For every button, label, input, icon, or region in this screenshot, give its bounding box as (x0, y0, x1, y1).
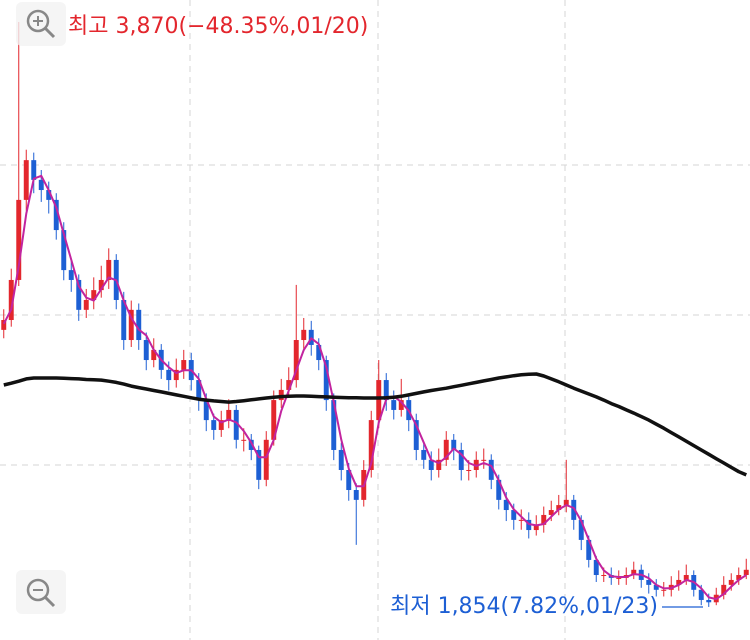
candle-body (196, 380, 202, 401)
candle-body (593, 559, 599, 576)
candle-body (248, 439, 254, 450)
candle-body (698, 589, 704, 600)
candle-body (173, 369, 179, 381)
candle-body (383, 380, 389, 401)
button-bg (16, 570, 66, 614)
candle-body (488, 459, 494, 480)
zoom-icon (26, 578, 50, 602)
candle-body (263, 439, 269, 480)
candle-body (721, 584, 727, 595)
candle-body (563, 499, 569, 506)
candle-body (233, 409, 239, 440)
candle-body (218, 420, 224, 430)
candle-body (601, 575, 607, 577)
candle-body (616, 577, 622, 579)
button-bg (16, 2, 66, 46)
candle-body (83, 299, 89, 310)
candle-body (743, 569, 749, 576)
plot (1, 22, 749, 607)
candle-body (1, 320, 7, 330)
candle-body (256, 449, 262, 480)
candle-body (226, 409, 232, 421)
candle-body (121, 299, 127, 341)
candle-body (451, 439, 457, 450)
candle-body (106, 259, 112, 280)
candle-body (736, 575, 742, 580)
low-annotation: 최저 1,854(7.82%,01/23) (390, 594, 658, 619)
candle-body (548, 510, 554, 515)
candle-body (421, 449, 427, 460)
candle-body (728, 579, 734, 585)
candle-body (436, 459, 442, 470)
candle-body (511, 510, 517, 520)
candle-body (518, 519, 524, 521)
candle-body (38, 179, 44, 191)
candle-body (241, 439, 247, 441)
candle-body (541, 514, 547, 525)
candle-body (166, 369, 172, 381)
candle-body (76, 279, 82, 310)
candle-body (661, 589, 667, 591)
candle-body (98, 279, 104, 291)
moving-average-line (2, 174, 747, 601)
candle-body (646, 579, 652, 585)
candle-body (481, 459, 487, 461)
candle-body (181, 360, 187, 370)
candle-body (353, 490, 359, 500)
candle-body (556, 505, 562, 511)
candle-body (428, 459, 434, 470)
candle-body (323, 360, 329, 401)
candle-body (391, 400, 397, 410)
zoom-in-button[interactable] (16, 2, 66, 46)
candle-body (23, 160, 29, 200)
candle-body (653, 584, 659, 590)
candle-body (128, 309, 134, 341)
candle-body (31, 160, 37, 180)
candle-body (151, 349, 157, 361)
candle-body (301, 329, 307, 341)
candle-body (293, 340, 299, 381)
candle-body (496, 479, 502, 500)
candle-body (413, 420, 419, 450)
candle-body (368, 420, 374, 470)
candle-body (338, 449, 344, 470)
zoom-out-button[interactable] (16, 570, 66, 614)
candle-body (16, 199, 22, 280)
candle-body (316, 344, 322, 361)
candle-body (533, 524, 539, 531)
candle-body (683, 575, 689, 580)
candle-body (143, 340, 149, 361)
candle-body (503, 499, 509, 511)
candle-body (586, 539, 592, 560)
candle-body (91, 290, 97, 300)
candle-body (331, 400, 337, 450)
candle-body (706, 599, 712, 603)
zoom-icon (43, 26, 56, 39)
candle-body (631, 569, 637, 576)
moving-average-line (3, 372, 747, 477)
candle-body (61, 230, 67, 271)
zoom-icon (43, 595, 56, 608)
candle-body (466, 469, 472, 471)
candle-body (203, 400, 209, 421)
high-annotation: 최고 3,870(−48.35%,01/20) (68, 14, 368, 39)
candle-body (676, 579, 682, 585)
zoom-icon (26, 9, 50, 33)
candle-body (458, 449, 464, 470)
candle-body (346, 469, 352, 491)
candle-body (398, 400, 404, 410)
candle-body (443, 439, 449, 460)
candle-body (286, 380, 292, 390)
candle-body (578, 519, 584, 540)
candle-body (8, 279, 14, 320)
candle-body (136, 309, 142, 341)
candle-body (53, 199, 59, 231)
candle-body (271, 400, 277, 440)
candle-body (68, 270, 74, 280)
candle-body (211, 420, 217, 430)
candle-body (46, 190, 52, 200)
candle-body (376, 380, 382, 421)
